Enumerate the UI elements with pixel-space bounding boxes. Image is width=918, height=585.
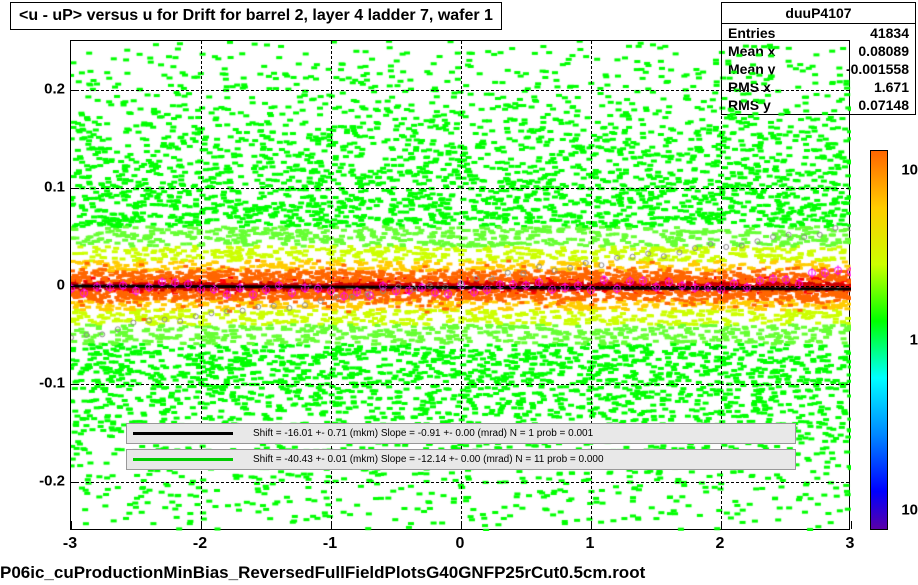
stats-rmsx-value: 1.671 bbox=[874, 79, 909, 95]
stats-entries-label: Entries bbox=[728, 25, 775, 41]
colorbar-label-1: 1 bbox=[910, 332, 918, 349]
y-axis-labels: -0.2 -0.1 0 0.1 0.2 bbox=[10, 40, 65, 530]
legend-text-2: Shift = -40.43 +- 0.01 (mkm) Slope = -12… bbox=[253, 454, 604, 465]
legend-text-1: Shift = -16.01 +- 0.71 (mkm) Slope = -0.… bbox=[253, 428, 593, 439]
colorbar-label-10: 10 bbox=[901, 162, 918, 179]
x-tick-label: -2 bbox=[193, 535, 207, 553]
colorbar bbox=[870, 150, 888, 530]
chart-title: <u - uP> versus u for Drift for barrel 2… bbox=[10, 2, 502, 30]
legend-line-green bbox=[133, 458, 233, 461]
x-tick-label: 0 bbox=[456, 535, 465, 553]
stats-entries-value: 41834 bbox=[870, 25, 909, 41]
stats-meanx-value: 0.08089 bbox=[858, 43, 909, 59]
colorbar-label-01: 10 bbox=[901, 502, 918, 519]
stats-meany-value: -0.001558 bbox=[846, 61, 909, 77]
y-tick-label: 0.2 bbox=[44, 81, 65, 98]
colorbar-labels: 10 1 10 bbox=[890, 150, 918, 530]
legend-row-1: Shift = -16.01 +- 0.71 (mkm) Slope = -0.… bbox=[126, 423, 796, 444]
y-tick-label: -0.2 bbox=[39, 473, 65, 490]
y-tick-label: -0.1 bbox=[39, 375, 65, 392]
stats-rmsy-value: 0.07148 bbox=[858, 97, 909, 113]
stats-name: duuP4107 bbox=[722, 3, 915, 24]
source-filename: P06ic_cuProductionMinBias_ReversedFullFi… bbox=[0, 563, 645, 583]
x-tick-label: -3 bbox=[63, 535, 77, 553]
x-tick-label: 3 bbox=[846, 535, 855, 553]
legend-line-black bbox=[133, 432, 233, 435]
y-tick-label: 0.1 bbox=[44, 179, 65, 196]
legend-row-2: Shift = -40.43 +- 0.01 (mkm) Slope = -12… bbox=[126, 449, 796, 470]
x-tick-label: 2 bbox=[716, 535, 725, 553]
x-tick-label: 1 bbox=[586, 535, 595, 553]
x-tick-label: -1 bbox=[323, 535, 337, 553]
plot-area: Shift = -16.01 +- 0.71 (mkm) Slope = -0.… bbox=[70, 40, 850, 530]
y-tick-label: 0 bbox=[57, 277, 65, 294]
